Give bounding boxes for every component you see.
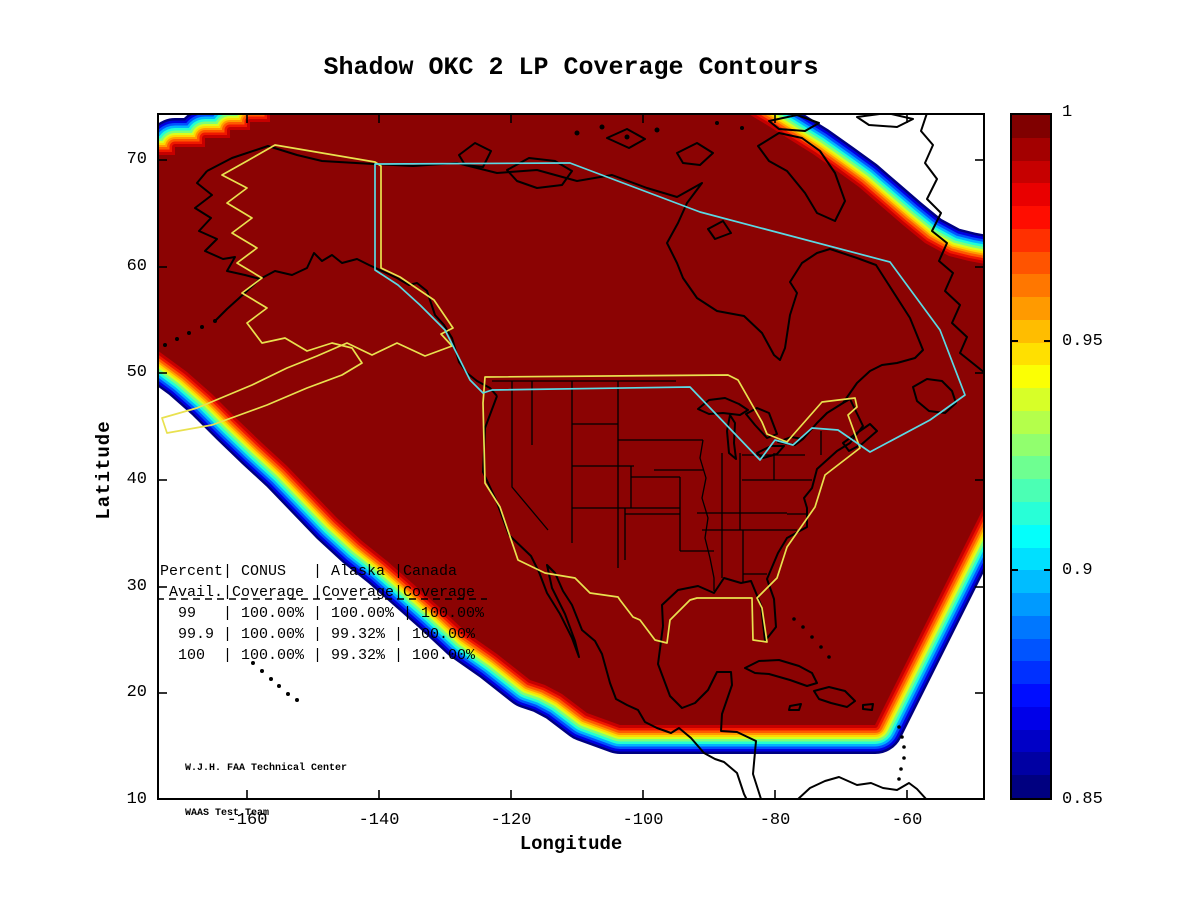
colorbar-step (1012, 274, 1050, 298)
colorbar-step (1012, 775, 1050, 798)
great-lakes (697, 397, 804, 460)
colorbar-tick-label: 0.95 (1062, 332, 1103, 351)
colorbar-tick-label: 0.85 (1062, 790, 1103, 809)
alaska-service-area-outline (161, 144, 454, 434)
gulf-atlantic-coastline (657, 398, 864, 800)
colorbar-step (1012, 137, 1050, 161)
colorbar-step (1012, 410, 1050, 434)
colorbar-step (1012, 638, 1050, 662)
y-tick-label: 50 (126, 363, 147, 382)
colorbar-step (1012, 297, 1050, 320)
credit-line1: W.J.H. FAA Technical Center (185, 763, 348, 774)
x-tick-label: -120 (490, 811, 532, 830)
colorbar (1010, 113, 1052, 800)
colorbar-tick-mark (1044, 340, 1050, 342)
colorbar-step (1012, 524, 1050, 548)
colorbar-step (1012, 183, 1050, 207)
table-row: 100 | 100.00% | 99.32% | 100.00% (160, 647, 476, 664)
colorbar-step (1012, 456, 1050, 480)
colorbar-step (1012, 115, 1050, 138)
conus-alaska-boundary (161, 144, 861, 644)
y-tick-label: 20 (126, 683, 147, 702)
colorbar-step (1012, 570, 1050, 594)
table-row: Percent| CONUS | Alaska |Canada (160, 563, 458, 580)
chart-title-line1: Shadow OKC 2 LP Coverage Contours (323, 53, 819, 82)
conus-service-area-outline (482, 374, 861, 644)
newfoundland-novascotia (842, 378, 957, 452)
x-tick-label: -160 (226, 811, 268, 830)
x-tick-label: -80 (759, 811, 791, 830)
plot-frame (157, 113, 985, 800)
arctic-islands (458, 113, 914, 240)
colorbar-tick-mark (1012, 340, 1018, 342)
colorbar-step (1012, 593, 1050, 616)
y-tick-label: 10 (126, 790, 147, 809)
colorbar-tick-mark (1044, 569, 1050, 571)
colorbar-step (1012, 228, 1050, 252)
credit-line2: WAAS Test Team (185, 808, 270, 819)
colorbar-tick-label: 1 (1062, 103, 1073, 122)
colorbar-step (1012, 433, 1050, 457)
south-america-coastline (796, 776, 928, 800)
arctic-hudson-coastline (206, 145, 924, 440)
canada-service-area-outline (374, 162, 966, 461)
colorbar-step (1012, 706, 1050, 730)
y-tick-label: 40 (126, 470, 147, 489)
x-tick-label: -140 (358, 811, 400, 830)
x-tick-label: -60 (891, 811, 923, 830)
colorbar-step (1012, 502, 1050, 525)
colorbar-tick-mark (1012, 569, 1018, 571)
table-row: Avail.|Coverage |Coverage|Coverage (160, 584, 476, 601)
table-row: 99 | 100.00% | 100.00% | 100.00% (160, 605, 485, 622)
colorbar-step (1012, 615, 1050, 639)
colorbar-step (1012, 752, 1050, 776)
colorbar-step (1012, 206, 1050, 229)
colorbar-step (1012, 661, 1050, 685)
colorbar-step (1012, 479, 1050, 503)
colorbar-step (1012, 342, 1050, 366)
island-dots (163, 121, 906, 781)
caribbean-islands (744, 659, 874, 711)
y-tick-label: 60 (126, 257, 147, 276)
colorbar-step (1012, 388, 1050, 411)
colorbar-tick-label: 0.9 (1062, 561, 1093, 580)
availability-table: Percent| CONUS | Alaska |Canada Avail.|C… (160, 561, 484, 666)
us-state-borders (492, 380, 822, 591)
x-tick-label: -100 (622, 811, 664, 830)
greenland-coastline (920, 113, 985, 374)
table-row: 99.9 | 100.00% | 99.32% | 100.00% (160, 626, 476, 643)
credit-text: W.J.H. FAA Technical Center WAAS Test Te… (185, 731, 347, 851)
colorbar-step (1012, 547, 1050, 571)
y-tick-label: 70 (126, 150, 147, 169)
colorbar-step (1012, 684, 1050, 707)
colorbar-step (1012, 251, 1050, 275)
colorbar-step (1012, 319, 1050, 343)
colorbar-step (1012, 729, 1050, 753)
coverage-map (157, 113, 985, 800)
y-tick-label: 30 (126, 577, 147, 596)
colorbar-step (1012, 365, 1050, 389)
x-axis-label: Longitude (519, 833, 623, 855)
colorbar-step (1012, 160, 1050, 184)
